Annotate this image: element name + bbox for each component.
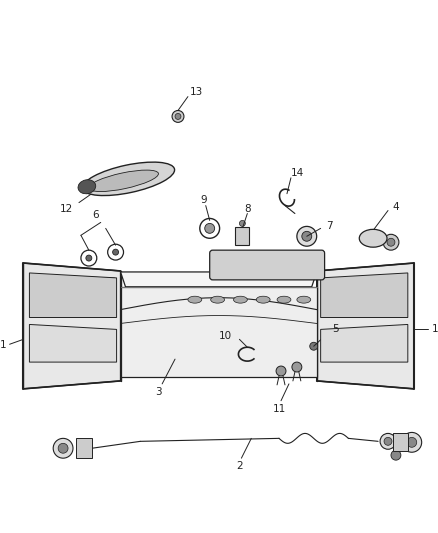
Circle shape — [108, 244, 124, 260]
Circle shape — [407, 438, 417, 447]
Circle shape — [402, 432, 422, 452]
Polygon shape — [120, 287, 317, 377]
Circle shape — [58, 443, 68, 453]
Circle shape — [310, 342, 318, 350]
Ellipse shape — [297, 296, 311, 303]
Text: 7: 7 — [327, 221, 333, 231]
Circle shape — [383, 235, 399, 250]
Circle shape — [309, 259, 321, 271]
Polygon shape — [317, 263, 414, 389]
Circle shape — [200, 219, 219, 238]
Ellipse shape — [277, 296, 291, 303]
Polygon shape — [29, 273, 117, 318]
Circle shape — [276, 366, 286, 376]
Circle shape — [205, 223, 215, 233]
Text: 8: 8 — [244, 204, 251, 214]
Circle shape — [387, 238, 395, 246]
Circle shape — [368, 233, 378, 243]
Circle shape — [175, 114, 181, 119]
Text: 6: 6 — [92, 211, 99, 221]
Text: 3: 3 — [155, 387, 162, 397]
Circle shape — [292, 362, 302, 372]
Polygon shape — [321, 273, 408, 318]
Ellipse shape — [359, 229, 387, 247]
Text: 1: 1 — [431, 325, 438, 334]
Text: 10: 10 — [219, 332, 232, 341]
Ellipse shape — [211, 296, 225, 303]
Ellipse shape — [233, 296, 247, 303]
Text: 9: 9 — [201, 195, 207, 205]
Text: 11: 11 — [272, 403, 286, 414]
Circle shape — [86, 255, 92, 261]
Ellipse shape — [78, 180, 96, 194]
Text: 2: 2 — [236, 461, 243, 471]
Text: 5: 5 — [332, 325, 339, 334]
Text: 14: 14 — [291, 168, 304, 178]
FancyBboxPatch shape — [76, 438, 92, 458]
Text: 13: 13 — [190, 87, 203, 96]
FancyBboxPatch shape — [236, 228, 249, 245]
Circle shape — [113, 249, 119, 255]
Circle shape — [53, 438, 73, 458]
Polygon shape — [120, 272, 317, 287]
Polygon shape — [29, 325, 117, 362]
Circle shape — [172, 110, 184, 123]
Text: 4: 4 — [392, 201, 399, 212]
Ellipse shape — [188, 296, 202, 303]
Circle shape — [302, 231, 312, 241]
Ellipse shape — [82, 162, 175, 196]
FancyBboxPatch shape — [393, 433, 408, 451]
Polygon shape — [321, 325, 408, 362]
FancyBboxPatch shape — [210, 250, 325, 280]
Polygon shape — [24, 263, 120, 389]
Text: 12: 12 — [60, 204, 73, 214]
Circle shape — [384, 438, 392, 445]
Text: 1: 1 — [0, 340, 7, 350]
Circle shape — [240, 221, 245, 227]
Circle shape — [297, 227, 317, 246]
Ellipse shape — [256, 296, 270, 303]
Circle shape — [380, 433, 396, 449]
Circle shape — [391, 450, 401, 460]
Ellipse shape — [88, 170, 159, 191]
Circle shape — [81, 250, 97, 266]
